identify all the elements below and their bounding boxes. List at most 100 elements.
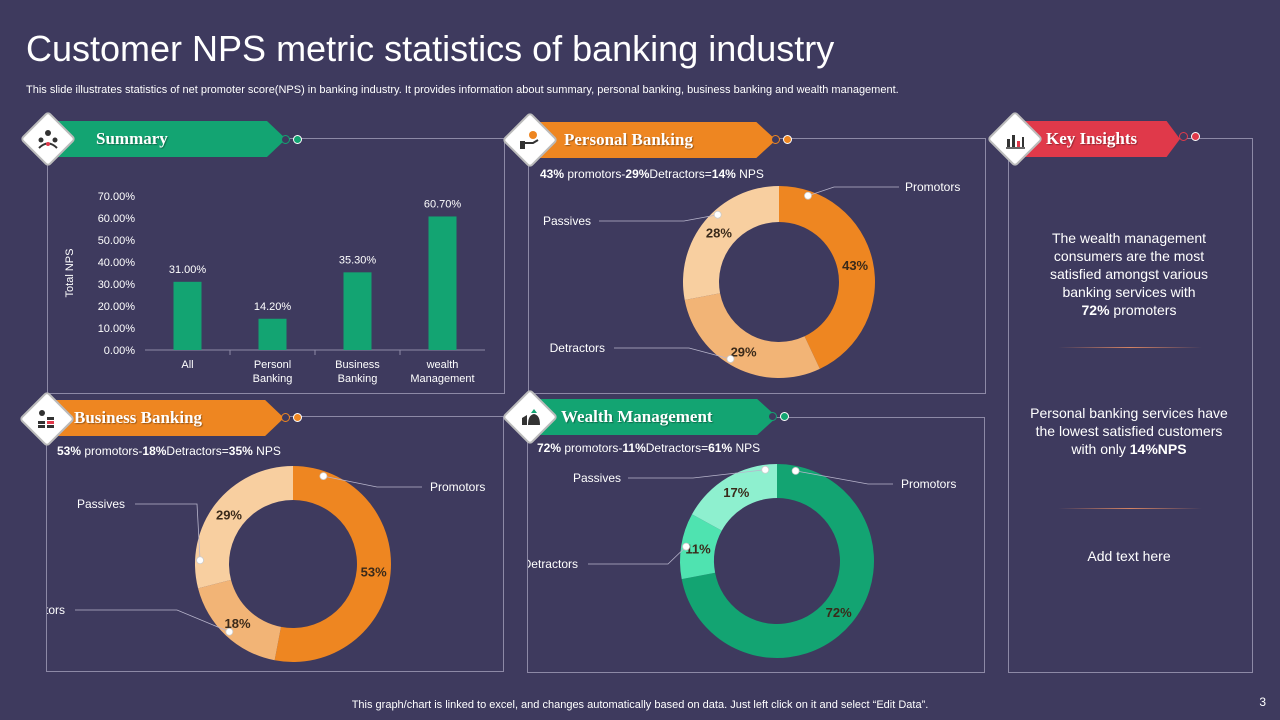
leader-line <box>135 503 201 561</box>
slice-name-label: Passives <box>573 471 621 485</box>
coins-icon <box>27 399 67 439</box>
page-title: Customer NPS metric statistics of bankin… <box>26 28 835 69</box>
wealth-banner-label: Wealth Management <box>561 407 713 426</box>
business-dot-2 <box>293 413 302 422</box>
donut-slice-detractors <box>198 579 282 661</box>
y-tick-label: 10.00% <box>98 323 136 335</box>
summary-dot-1 <box>281 135 290 144</box>
personal-banner[interactable]: Personal Banking <box>530 122 776 158</box>
slice-name-label: Passives <box>77 497 125 511</box>
money-bag-icon <box>510 397 550 437</box>
leader-dot <box>804 191 812 200</box>
y-tick-label: 20.00% <box>98 301 136 313</box>
donut-slice-promotors <box>681 464 874 658</box>
slice-name-label: Detractors <box>47 603 65 617</box>
slice-name-label: Detractors <box>528 557 578 571</box>
y-tick-label: 40.00% <box>98 257 136 269</box>
donut-slice-detractors <box>684 293 820 378</box>
slice-value-label: 43% <box>842 258 868 273</box>
insights-dot-2 <box>1191 132 1200 141</box>
business-dot-1 <box>281 413 290 422</box>
slice-value-label: 28% <box>706 225 732 240</box>
leader-dot <box>682 542 691 551</box>
slice-value-label: 29% <box>216 507 242 522</box>
insight-placeholder-text: Add text here <box>1087 548 1171 564</box>
bar <box>343 272 372 350</box>
donut-slice-promotors <box>779 186 876 369</box>
bar-value-label: 60.70% <box>424 198 462 210</box>
slice-value-label: 18% <box>225 616 251 631</box>
leader-line <box>588 546 687 565</box>
x-tick-label: Personl <box>254 359 291 371</box>
bar <box>258 318 287 350</box>
x-tick-label: Business <box>335 359 380 371</box>
leader-line <box>323 475 422 488</box>
page-subtitle: This slide illustrates statistics of net… <box>26 84 899 96</box>
insights-banner-label: Key Insights <box>1046 129 1138 148</box>
insight-wealth-text: The wealth management consumers are the … <box>1050 230 1208 318</box>
y-tick-label: 0.00% <box>104 345 135 357</box>
leader-dot <box>713 210 722 219</box>
insight-divider-2 <box>1058 508 1202 509</box>
leader-dot <box>319 472 328 481</box>
personal-stat-line: 43% promotors-29%Detractors=14% NPS <box>540 167 764 181</box>
slice-name-label: Detractors <box>550 341 605 355</box>
donut-slice-passives <box>195 466 293 589</box>
slice-name-label: Promotors <box>901 477 956 491</box>
donut-slice-promotors <box>274 466 392 662</box>
bar <box>173 281 202 350</box>
slice-name-label: Passives <box>543 214 591 228</box>
leader-line <box>75 609 230 633</box>
summary-banner-label: Summary <box>96 129 168 148</box>
leader-line <box>628 469 766 479</box>
summary-banner[interactable]: Summary <box>48 121 286 157</box>
x-tick-label: Banking <box>253 373 293 385</box>
wealth-banner[interactable]: Wealth Management <box>529 399 777 435</box>
summary-bar-chart: 0.00% 10.00% 20.00% 30.00% 40.00% 50.00% 60.00… <box>64 191 485 385</box>
leader-dot <box>196 556 204 565</box>
leader-line <box>807 186 899 197</box>
business-donut-chart: 53% Promotors 18% Detractors 29% Passives <box>47 466 485 662</box>
personal-dot-2 <box>783 135 792 144</box>
slice-name-label: Promotors <box>905 180 960 194</box>
personal-banner-label: Personal Banking <box>564 130 693 149</box>
slice-value-label: 29% <box>731 344 757 359</box>
summary-dot-2 <box>293 135 302 144</box>
donut-slice-detractors <box>680 514 722 580</box>
leader-line <box>795 470 893 485</box>
leader-dot <box>726 355 735 363</box>
y-tick-label: 50.00% <box>98 235 136 247</box>
wealth-dot-1 <box>768 412 777 421</box>
wealth-dot-2 <box>780 412 789 421</box>
bar <box>428 216 457 350</box>
slice-name-label: Promotors <box>430 480 485 494</box>
y-tick-label: 60.00% <box>98 213 136 225</box>
insight-personal-text: Personal banking services have the lowes… <box>1030 405 1228 457</box>
footer-note: This graph/chart is linked to excel, and… <box>351 699 929 711</box>
business-banner[interactable]: Business Banking <box>48 400 284 436</box>
insight-divider-1 <box>1058 347 1202 348</box>
insights-dot-1 <box>1179 132 1188 141</box>
leader-dot <box>791 466 800 475</box>
donut-slice-passives <box>691 464 777 531</box>
leader-dot <box>225 627 234 636</box>
leader-dot <box>761 465 770 474</box>
wealth-stat-line: 72% promotors-11%Detractors=61% NPS <box>537 441 761 455</box>
y-axis-label: Total NPS <box>64 249 76 298</box>
x-tick-label: All <box>181 359 193 371</box>
personal-donut-chart: 43% Promotors 29% Detractors 28% Passives <box>543 180 960 378</box>
x-tick-label: Management <box>410 373 474 385</box>
slice-value-label: 72% <box>826 605 852 620</box>
money-hand-icon <box>510 120 550 160</box>
personal-dot-1 <box>771 135 780 144</box>
meeting-icon <box>28 119 68 159</box>
business-banner-label: Business Banking <box>74 408 203 427</box>
slice-value-label: 11% <box>685 541 711 556</box>
slice-value-label: 53% <box>361 565 387 580</box>
bar-value-label: 35.30% <box>339 254 377 266</box>
bar-value-label: 31.00% <box>169 264 207 276</box>
bar-chart-icon <box>995 119 1035 159</box>
leader-line <box>614 347 731 360</box>
y-tick-label: 70.00% <box>98 191 136 203</box>
slice-value-label: 17% <box>723 485 749 500</box>
